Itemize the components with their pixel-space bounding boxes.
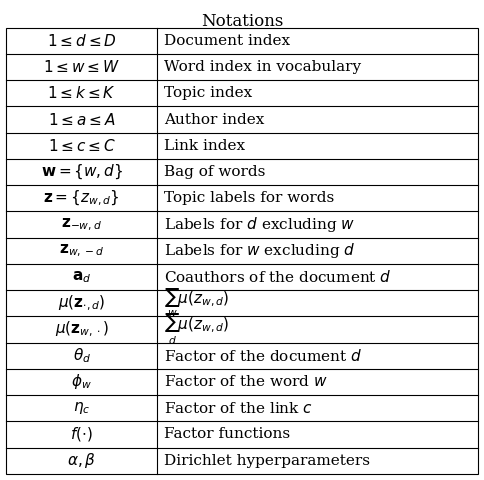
Text: Notations: Notations [201, 13, 283, 30]
Text: $\alpha, \beta$: $\alpha, \beta$ [67, 451, 96, 470]
Text: $\mathbf{z}_{-w,d}$: $\mathbf{z}_{-w,d}$ [61, 216, 102, 233]
Text: $1 \leq k \leq K$: $1 \leq k \leq K$ [47, 85, 116, 101]
Text: $\sum_w \mu(z_{w,d})$: $\sum_w \mu(z_{w,d})$ [165, 287, 230, 319]
Text: Author index: Author index [165, 112, 265, 127]
Text: $1 \leq a \leq A$: $1 \leq a \leq A$ [48, 111, 116, 128]
Text: $f(\cdot)$: $f(\cdot)$ [70, 425, 93, 444]
Text: $\mu(\mathbf{z}_{w,\cdot})$: $\mu(\mathbf{z}_{w,\cdot})$ [55, 320, 108, 339]
Text: $\mathbf{z} = \{z_{w,d}\}$: $\mathbf{z} = \{z_{w,d}\}$ [44, 189, 120, 208]
Text: $\eta_c$: $\eta_c$ [73, 400, 91, 416]
Text: Bag of words: Bag of words [165, 165, 266, 179]
Text: $\mathbf{a}_d$: $\mathbf{a}_d$ [72, 269, 91, 285]
Text: Labels for $w$ excluding $d$: Labels for $w$ excluding $d$ [165, 241, 356, 260]
Text: Factor functions: Factor functions [165, 428, 290, 442]
Text: Coauthors of the document $d$: Coauthors of the document $d$ [165, 269, 392, 285]
Text: Dirichlet hyperparameters: Dirichlet hyperparameters [165, 454, 370, 468]
Text: Link index: Link index [165, 139, 245, 153]
Text: $\mathbf{z}_{w,-d}$: $\mathbf{z}_{w,-d}$ [59, 242, 104, 259]
Text: Factor of the link $c$: Factor of the link $c$ [165, 401, 313, 416]
Text: Labels for $d$ excluding $w$: Labels for $d$ excluding $w$ [165, 215, 356, 234]
Text: Factor of the document $d$: Factor of the document $d$ [165, 348, 363, 364]
Text: Topic labels for words: Topic labels for words [165, 191, 334, 205]
Text: Word index in vocabulary: Word index in vocabulary [165, 60, 362, 74]
Text: $1 \leq w \leq W$: $1 \leq w \leq W$ [43, 59, 120, 75]
Text: $\phi_w$: $\phi_w$ [71, 372, 92, 392]
Text: Document index: Document index [165, 34, 290, 48]
Text: $\mu(\mathbf{z}_{\cdot,d})$: $\mu(\mathbf{z}_{\cdot,d})$ [58, 294, 106, 313]
Text: Topic index: Topic index [165, 86, 253, 100]
Text: $\sum_d \mu(z_{w,d})$: $\sum_d \mu(z_{w,d})$ [165, 312, 230, 347]
Text: $\mathbf{w} = \{w, d\}$: $\mathbf{w} = \{w, d\}$ [41, 163, 123, 181]
Text: $\theta_d$: $\theta_d$ [73, 347, 91, 365]
Text: Factor of the word $w$: Factor of the word $w$ [165, 374, 328, 389]
Text: $1 \leq d \leq D$: $1 \leq d \leq D$ [47, 33, 117, 49]
Text: $1 \leq c \leq C$: $1 \leq c \leq C$ [47, 138, 116, 154]
